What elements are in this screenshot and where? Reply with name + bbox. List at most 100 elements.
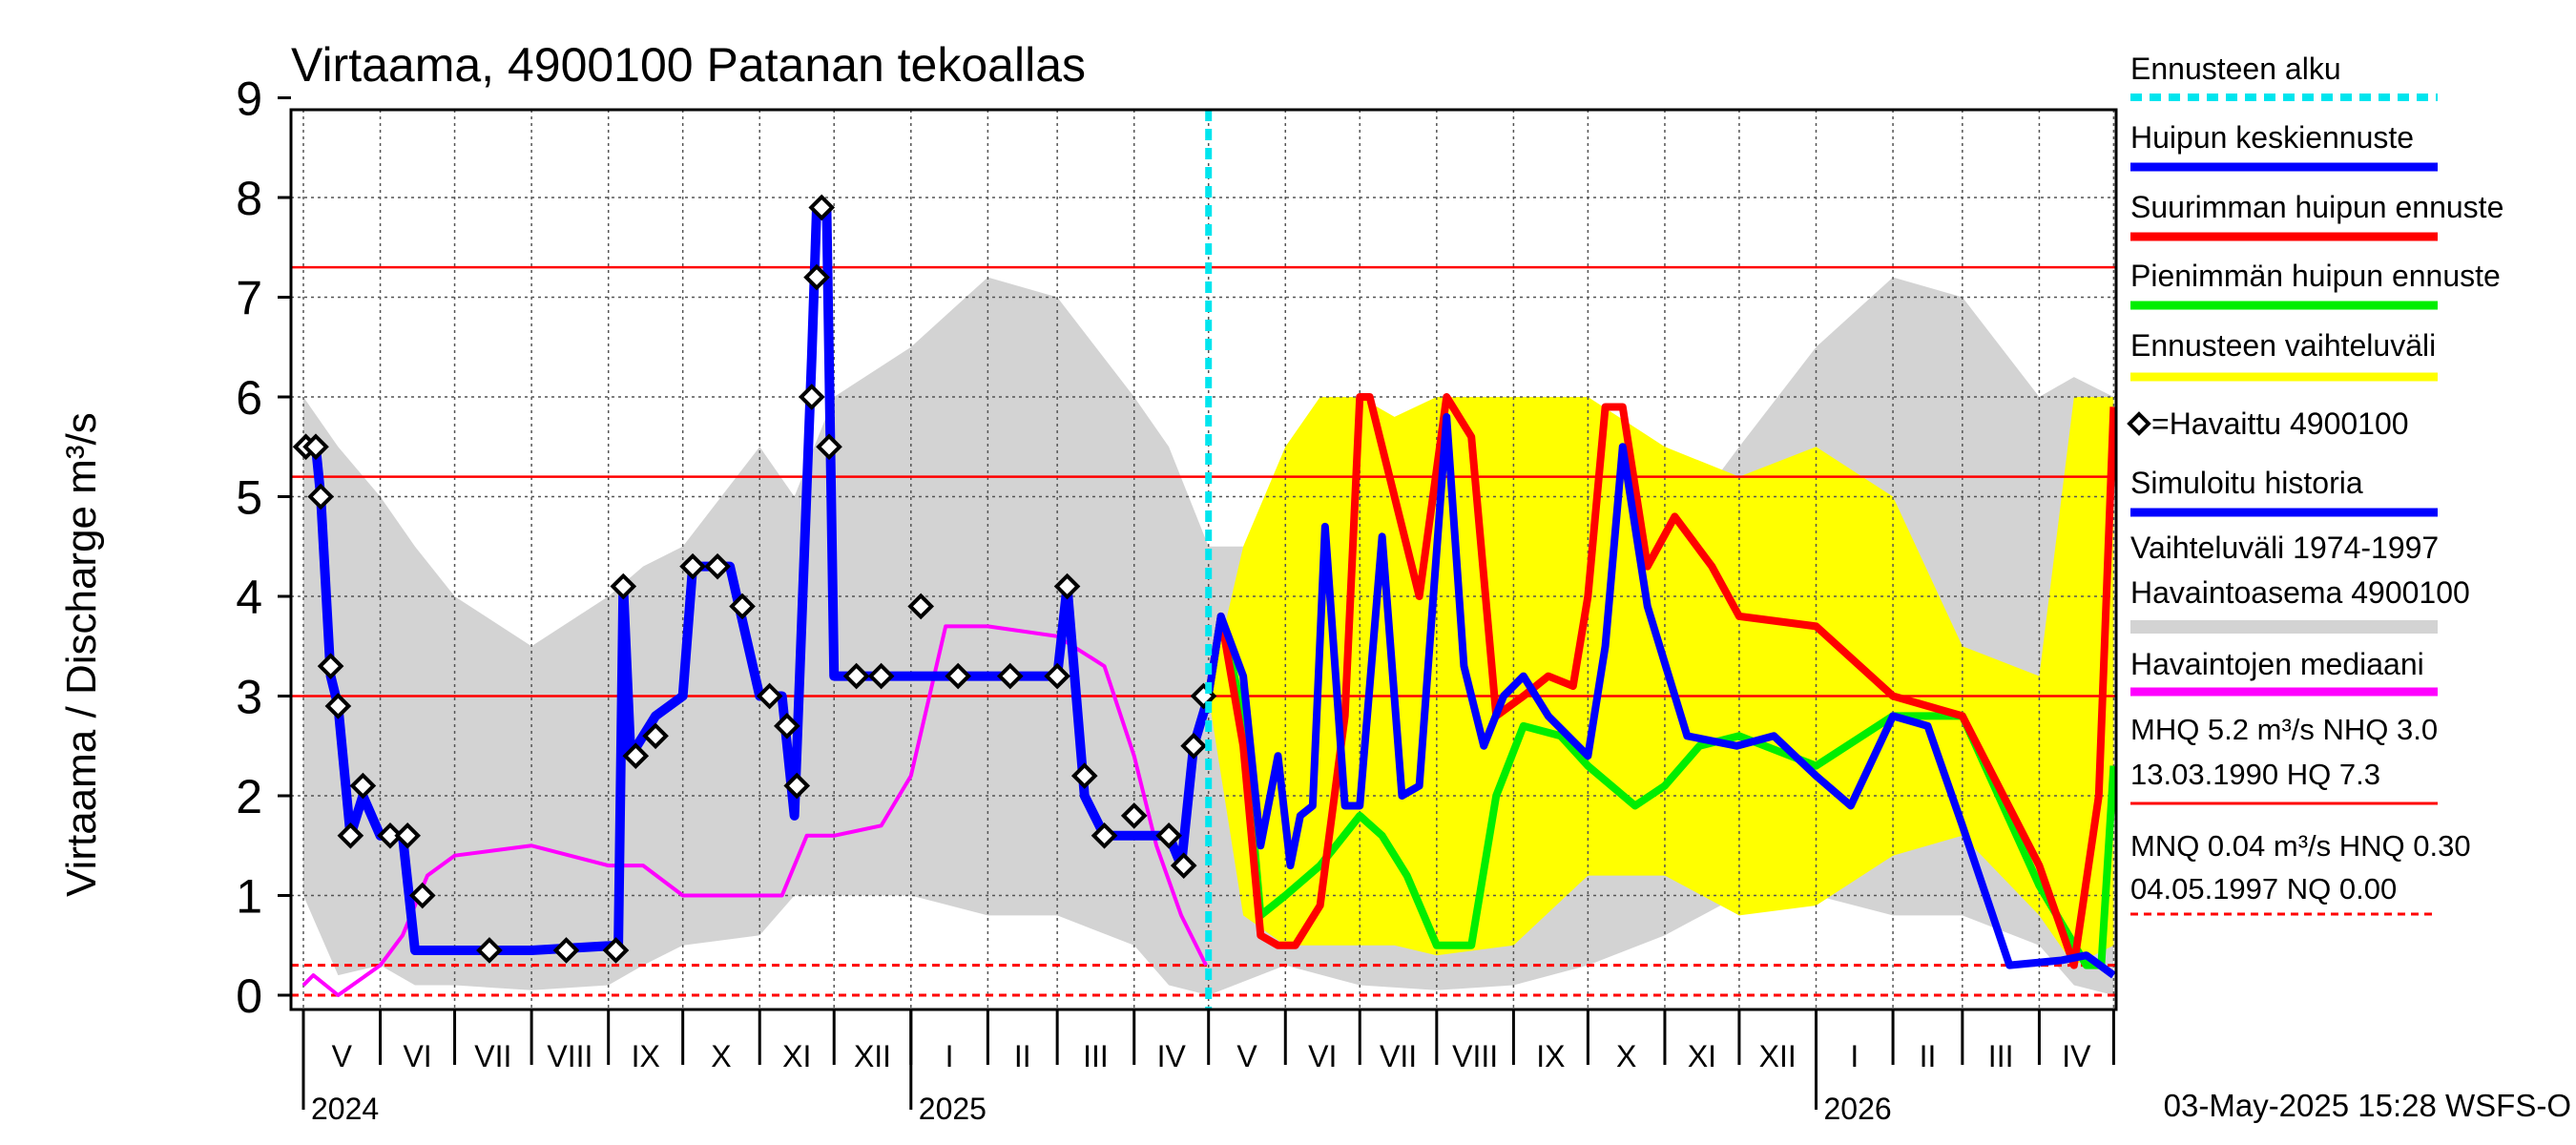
x-month-label-13: VI: [1308, 1039, 1337, 1073]
x-month-label-20: I: [1850, 1039, 1859, 1073]
legend-label-9: Havaintojen mediaani: [2130, 647, 2424, 681]
observed-point-6: [349, 772, 377, 800]
y-tick-label-0: 0: [236, 969, 262, 1023]
observed-point-20: [774, 713, 800, 739]
x-month-label-18: XI: [1688, 1039, 1716, 1073]
x-month-label-0: V: [332, 1039, 353, 1073]
x-year-label-0: 2024: [311, 1092, 379, 1126]
x-month-label-8: I: [945, 1039, 954, 1073]
x-month-label-3: VIII: [547, 1039, 592, 1073]
x-month-label-1: VI: [403, 1039, 431, 1073]
observed-point-11: [552, 937, 580, 964]
x-month-label-5: X: [711, 1039, 731, 1073]
observed-point-17: [704, 552, 731, 580]
legend-label-4: Ennusteen vaihteluväli: [2130, 328, 2436, 363]
x-year-label-2: 2026: [1823, 1092, 1891, 1126]
x-month-label-16: IX: [1536, 1039, 1565, 1073]
x-month-label-15: VIII: [1452, 1039, 1498, 1073]
x-axis: V VI VII VIII IX X XI XII I II III IV V VI VII VIII IX X X…: [301, 1010, 2115, 1126]
x-year-label-1: 2025: [919, 1092, 987, 1126]
observed-point-1: [302, 433, 329, 461]
stats-line-2: MNQ 0.04 m³/s HNQ 0.30: [2130, 829, 2471, 863]
legend-label-7: Vaihteluväli 1974-1997: [2130, 531, 2439, 565]
observed-point-13: [610, 572, 637, 600]
observed-point-3: [317, 653, 344, 679]
observed-point-24: [808, 194, 836, 221]
plot-area: [289, 108, 2118, 1011]
observed-point-12: [602, 937, 630, 964]
x-month-label-23: IV: [2062, 1039, 2091, 1073]
y-tick-label-3: 3: [236, 671, 262, 724]
legend-label-8: Havaintoasema 4900100: [2130, 575, 2470, 610]
y-tick-label-9: 9: [236, 73, 262, 126]
y-axis: 0 1 2 3 4 5 6 7 8 9: [236, 73, 291, 1023]
y-tick-label-5: 5: [236, 471, 262, 525]
observed-point-37: [1170, 852, 1197, 879]
observed-point-32: [1053, 572, 1081, 600]
legend: Ennusteen alku Huipun keskiennuste Suurimm…: [2127, 52, 2503, 916]
observed-point-25: [816, 433, 842, 461]
observed-point-18: [729, 593, 756, 620]
x-month-label-9: II: [1014, 1039, 1031, 1073]
observed-markers-layer: [292, 194, 1217, 964]
y-tick-label-4: 4: [236, 571, 262, 624]
observed-point-16: [679, 552, 706, 580]
x-month-label-4: IX: [632, 1039, 660, 1073]
legend-label-3: Pienimmän huipun ennuste: [2130, 259, 2501, 293]
chart-title: Virtaama, 4900100 Patanan tekoallas: [291, 38, 1086, 92]
series-layer: [301, 202, 2116, 997]
x-month-label-2: VII: [474, 1039, 511, 1073]
y-tick-label-8: 8: [236, 172, 262, 225]
x-month-label-17: X: [1616, 1039, 1636, 1073]
observed-point-34: [1091, 822, 1118, 849]
legend-swatch-8: [2130, 620, 2438, 634]
observed-point-31: [1044, 662, 1070, 690]
series-line-2: [301, 624, 1208, 997]
footer-text: 03-May-2025 15:28 WSFS-O: [2164, 1088, 2571, 1123]
observed-point-8: [394, 822, 421, 849]
observed-point-38: [1180, 732, 1207, 760]
observed-point-35: [1120, 802, 1148, 829]
stats-line-3: 04.05.1997 NQ 0.00: [2130, 872, 2397, 906]
observed-point-15: [642, 722, 669, 750]
observed-point-14: [622, 742, 650, 770]
observed-point-26: [842, 662, 870, 690]
observed-point-4: [324, 693, 352, 719]
y-tick-label-6: 6: [236, 371, 262, 425]
legend-label-6: Simuloitu historia: [2130, 466, 2363, 500]
x-month-label-7: XII: [854, 1039, 891, 1073]
series-line-3: [1204, 412, 2116, 979]
observed-point-21: [783, 772, 811, 800]
observed-point-36: [1155, 822, 1182, 849]
observed-point-5: [337, 822, 364, 849]
observed-point-2: [307, 483, 335, 510]
observed-point-29: [945, 662, 972, 690]
observed-point-22: [799, 384, 825, 410]
x-month-label-21: II: [1920, 1039, 1937, 1073]
plot-frame: [289, 108, 2118, 1011]
legend-label-5: =Havaittu 4900100: [2151, 406, 2409, 441]
stats-line-1: 13.03.1990 HQ 7.3: [2130, 758, 2380, 791]
x-month-label-6: XI: [782, 1039, 811, 1073]
y-tick-label-7: 7: [236, 272, 262, 325]
x-month-label-22: III: [1988, 1039, 2014, 1073]
x-month-label-12: V: [1236, 1039, 1257, 1073]
series-line-4: [1204, 393, 2116, 969]
observed-point-33: [1070, 762, 1098, 789]
y-tick-label-1: 1: [236, 870, 262, 924]
observed-point-9: [408, 882, 436, 909]
observed-point-27: [867, 662, 895, 690]
x-month-label-11: IV: [1157, 1039, 1187, 1073]
legend-label-1: Huipun keskiennuste: [2130, 120, 2414, 155]
observed-point-19: [756, 682, 783, 710]
x-month-label-19: XII: [1759, 1039, 1797, 1073]
legend-label-2: Suurimman huipun ennuste: [2130, 190, 2503, 224]
y-tick-label-2: 2: [236, 770, 262, 823]
observed-point-30: [996, 662, 1024, 690]
x-month-label-14: VII: [1380, 1039, 1417, 1073]
y-axis-label: Virtaama / Discharge m³/s: [58, 412, 105, 897]
observed-point-23: [803, 263, 830, 291]
stats-line-0: MHQ 5.2 m³/s NHQ 3.0: [2130, 713, 2438, 746]
series-line-0: [302, 202, 1214, 955]
